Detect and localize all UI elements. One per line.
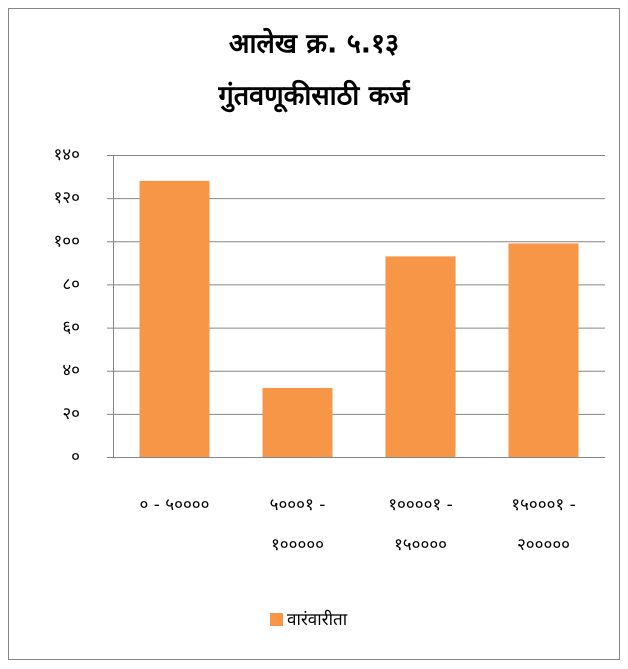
bar <box>262 387 333 457</box>
x-tick-label: १५०००० <box>394 535 447 555</box>
y-tick-label: ० <box>71 447 80 467</box>
x-tick-label: ५०००१ - <box>270 495 326 515</box>
y-tick-label: ४० <box>62 361 80 381</box>
y-tick-label: १२० <box>53 188 80 208</box>
bar <box>385 256 456 457</box>
legend-label: वारंवारीता <box>287 609 348 630</box>
x-tick-label: ० - ५०००० <box>140 495 210 515</box>
chart-title: गुंतवणूकीसाठी कर्ज <box>218 80 411 114</box>
chart-title: आलेख क्र. ५.१३ <box>229 28 399 60</box>
x-tick-label: १५०००१ - <box>511 495 576 515</box>
y-tick-label: १०० <box>53 231 80 251</box>
bar <box>508 243 579 457</box>
y-tick-label: ६० <box>62 318 80 338</box>
x-tick-label: १००००१ - <box>388 495 453 515</box>
x-tick-label: २००००० <box>517 535 570 555</box>
x-tick-label: १००००० <box>271 535 324 555</box>
y-tick-label: १४० <box>53 145 80 165</box>
y-tick-label: ८० <box>62 274 80 294</box>
legend-swatch <box>270 613 283 626</box>
y-tick-label: २० <box>62 404 80 424</box>
bar <box>139 180 210 457</box>
